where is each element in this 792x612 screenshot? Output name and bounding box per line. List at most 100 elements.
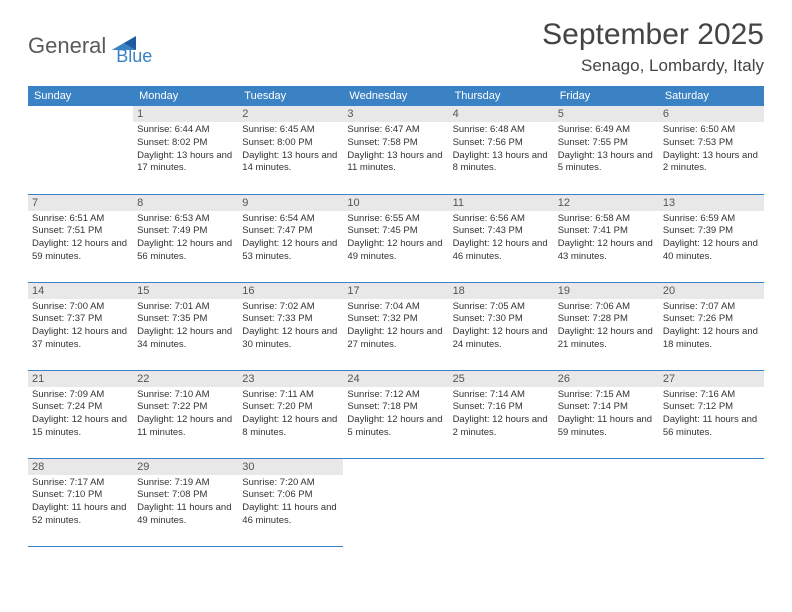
weekday-header: Wednesday (343, 86, 448, 106)
weekday-header: Thursday (449, 86, 554, 106)
calendar-cell: 16 Sunrise: 7:02 AMSunset: 7:33 PMDayligh… (238, 282, 343, 370)
calendar-cell: 8 Sunrise: 6:53 AMSunset: 7:49 PMDaylight… (133, 194, 238, 282)
day-details: Sunrise: 6:49 AMSunset: 7:55 PMDaylight:… (558, 124, 655, 175)
day-details: Sunrise: 7:11 AMSunset: 7:20 PMDaylight:… (242, 389, 339, 440)
title-block: September 2025 Senago, Lombardy, Italy (542, 18, 764, 76)
day-details: Sunrise: 6:50 AMSunset: 7:53 PMDaylight:… (663, 124, 760, 175)
calendar-row: 1 Sunrise: 6:44 AMSunset: 8:02 PMDaylight… (28, 106, 764, 194)
calendar-cell: 10 Sunrise: 6:55 AMSunset: 7:45 PMDayligh… (343, 194, 448, 282)
calendar-cell: 1 Sunrise: 6:44 AMSunset: 8:02 PMDaylight… (133, 106, 238, 194)
day-number: 19 (554, 283, 659, 299)
day-details: Sunrise: 7:16 AMSunset: 7:12 PMDaylight:… (663, 389, 760, 440)
calendar-cell: 7 Sunrise: 6:51 AMSunset: 7:51 PMDaylight… (28, 194, 133, 282)
day-details: Sunrise: 7:09 AMSunset: 7:24 PMDaylight:… (32, 389, 129, 440)
calendar-cell: 21 Sunrise: 7:09 AMSunset: 7:24 PMDayligh… (28, 370, 133, 458)
day-number: 22 (133, 371, 238, 387)
calendar-cell: 6 Sunrise: 6:50 AMSunset: 7:53 PMDaylight… (659, 106, 764, 194)
calendar-cell (343, 458, 448, 546)
day-details: Sunrise: 7:17 AMSunset: 7:10 PMDaylight:… (32, 477, 129, 528)
day-number: 18 (449, 283, 554, 299)
calendar-cell: 13Sunrise: 6:59 AMSunset: 7:39 PMDayligh… (659, 194, 764, 282)
calendar-cell (554, 458, 659, 546)
logo: General Blue (28, 24, 152, 67)
day-number: 5 (554, 106, 659, 122)
day-number: 11 (449, 195, 554, 211)
day-details: Sunrise: 7:14 AMSunset: 7:16 PMDaylight:… (453, 389, 550, 440)
calendar-cell: 28 Sunrise: 7:17 AMSunset: 7:10 PMDayligh… (28, 458, 133, 546)
day-number: 16 (238, 283, 343, 299)
weekday-header-row: Sunday Monday Tuesday Wednesday Thursday… (28, 86, 764, 106)
day-number: 26 (554, 371, 659, 387)
calendar-cell: 11Sunrise: 6:56 AMSunset: 7:43 PMDayligh… (449, 194, 554, 282)
day-number: 4 (449, 106, 554, 122)
calendar-cell: 20Sunrise: 7:07 AMSunset: 7:26 PMDayligh… (659, 282, 764, 370)
day-details: Sunrise: 6:47 AMSunset: 7:58 PMDaylight:… (347, 124, 444, 175)
day-number: 10 (343, 195, 448, 211)
calendar-cell: 27 Sunrise: 7:16 AMSunset: 7:12 PMDayligh… (659, 370, 764, 458)
day-details: Sunrise: 6:45 AMSunset: 8:00 PMDaylight:… (242, 124, 339, 175)
month-title: September 2025 (542, 18, 764, 52)
calendar-cell: 22 Sunrise: 7:10 AMSunset: 7:22 PMDayligh… (133, 370, 238, 458)
calendar-cell: 9 Sunrise: 6:54 AMSunset: 7:47 PMDaylight… (238, 194, 343, 282)
day-details: Sunrise: 7:01 AMSunset: 7:35 PMDaylight:… (137, 301, 234, 352)
calendar-cell: 15Sunrise: 7:01 AMSunset: 7:35 PMDayligh… (133, 282, 238, 370)
day-number: 2 (238, 106, 343, 122)
day-details: Sunrise: 7:12 AMSunset: 7:18 PMDaylight:… (347, 389, 444, 440)
day-number: 9 (238, 195, 343, 211)
calendar-table: Sunday Monday Tuesday Wednesday Thursday… (28, 86, 764, 547)
header: General Blue September 2025 Senago, Lomb… (28, 18, 764, 76)
day-number: 17 (343, 283, 448, 299)
day-details: Sunrise: 7:04 AMSunset: 7:32 PMDaylight:… (347, 301, 444, 352)
calendar-cell: 25 Sunrise: 7:14 AMSunset: 7:16 PMDayligh… (449, 370, 554, 458)
calendar-row: 28 Sunrise: 7:17 AMSunset: 7:10 PMDayligh… (28, 458, 764, 546)
calendar-cell: 19 Sunrise: 7:06 AMSunset: 7:28 PMDayligh… (554, 282, 659, 370)
day-details: Sunrise: 6:51 AMSunset: 7:51 PMDaylight:… (32, 213, 129, 264)
day-details: Sunrise: 7:10 AMSunset: 7:22 PMDaylight:… (137, 389, 234, 440)
weekday-header: Tuesday (238, 86, 343, 106)
day-details: Sunrise: 6:54 AMSunset: 7:47 PMDaylight:… (242, 213, 339, 264)
location-subtitle: Senago, Lombardy, Italy (542, 56, 764, 76)
calendar-cell (449, 458, 554, 546)
day-number: 29 (133, 459, 238, 475)
day-details: Sunrise: 7:02 AMSunset: 7:33 PMDaylight:… (242, 301, 339, 352)
day-number: 23 (238, 371, 343, 387)
calendar-cell: 14 Sunrise: 7:00 AMSunset: 7:37 PMDayligh… (28, 282, 133, 370)
day-details: Sunrise: 6:59 AMSunset: 7:39 PMDaylight:… (663, 213, 760, 264)
calendar-cell: 4 Sunrise: 6:48 AMSunset: 7:56 PMDaylight… (449, 106, 554, 194)
weekday-header: Saturday (659, 86, 764, 106)
day-number: 27 (659, 371, 764, 387)
day-number: 1 (133, 106, 238, 122)
day-number: 14 (28, 283, 133, 299)
calendar-row: 21 Sunrise: 7:09 AMSunset: 7:24 PMDayligh… (28, 370, 764, 458)
calendar-cell: 30 Sunrise: 7:20 AMSunset: 7:06 PMDayligh… (238, 458, 343, 546)
calendar-cell: 29Sunrise: 7:19 AMSunset: 7:08 PMDayligh… (133, 458, 238, 546)
calendar-cell: 12Sunrise: 6:58 AMSunset: 7:41 PMDayligh… (554, 194, 659, 282)
weekday-header: Friday (554, 86, 659, 106)
day-details: Sunrise: 6:53 AMSunset: 7:49 PMDaylight:… (137, 213, 234, 264)
day-details: Sunrise: 7:20 AMSunset: 7:06 PMDaylight:… (242, 477, 339, 528)
day-details: Sunrise: 7:00 AMSunset: 7:37 PMDaylight:… (32, 301, 129, 352)
calendar-cell: 18 Sunrise: 7:05 AMSunset: 7:30 PMDayligh… (449, 282, 554, 370)
day-details: Sunrise: 7:06 AMSunset: 7:28 PMDaylight:… (558, 301, 655, 352)
day-number: 7 (28, 195, 133, 211)
day-number: 6 (659, 106, 764, 122)
day-number: 20 (659, 283, 764, 299)
day-details: Sunrise: 7:05 AMSunset: 7:30 PMDaylight:… (453, 301, 550, 352)
day-number: 30 (238, 459, 343, 475)
day-number: 28 (28, 459, 133, 475)
day-number: 24 (343, 371, 448, 387)
day-details: Sunrise: 6:48 AMSunset: 7:56 PMDaylight:… (453, 124, 550, 175)
day-number: 25 (449, 371, 554, 387)
day-details: Sunrise: 6:44 AMSunset: 8:02 PMDaylight:… (137, 124, 234, 175)
day-number: 21 (28, 371, 133, 387)
calendar-cell (659, 458, 764, 546)
day-details: Sunrise: 6:55 AMSunset: 7:45 PMDaylight:… (347, 213, 444, 264)
weekday-header: Monday (133, 86, 238, 106)
day-number: 8 (133, 195, 238, 211)
calendar-cell: 5 Sunrise: 6:49 AMSunset: 7:55 PMDaylight… (554, 106, 659, 194)
calendar-cell (28, 106, 133, 194)
calendar-cell: 26Sunrise: 7:15 AMSunset: 7:14 PMDayligh… (554, 370, 659, 458)
calendar-row: 14 Sunrise: 7:00 AMSunset: 7:37 PMDayligh… (28, 282, 764, 370)
calendar-cell: 2 Sunrise: 6:45 AMSunset: 8:00 PMDaylight… (238, 106, 343, 194)
day-number: 3 (343, 106, 448, 122)
